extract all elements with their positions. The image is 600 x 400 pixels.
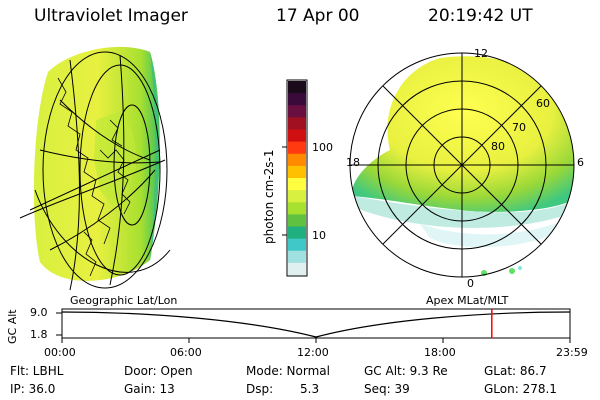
geographic-label: Geographic Lat/Lon <box>70 294 178 307</box>
time-tick-2359: 23:59 <box>556 346 588 359</box>
colorbar-swatch <box>288 202 306 215</box>
seq-info: Seq: 39 <box>364 382 410 396</box>
polar-image <box>349 52 575 278</box>
mlt-label-0: 0 <box>467 277 474 290</box>
time-tick-0600: 06:00 <box>170 346 202 359</box>
ip-info: IP: 36.0 <box>10 382 56 396</box>
glat-info: GLat: 86.7 <box>484 364 547 378</box>
colorbar-swatch <box>288 153 306 167</box>
mode-info: Mode: Normal <box>246 364 330 378</box>
colorbar-swatch <box>288 262 306 276</box>
lat-label-60: 60 <box>536 97 550 110</box>
altitude-ylabel: GC Alt <box>6 309 19 344</box>
colorbar-tick-100: 100 <box>312 141 333 154</box>
colorbar-unit-label: photon cm-2s-1 <box>262 149 276 245</box>
colorbar-swatch <box>288 190 306 203</box>
aurora-spot <box>518 266 522 270</box>
colorbar-swatch <box>288 226 306 240</box>
filter-info: Flt: LBHL <box>10 364 64 378</box>
mlt-label-18: 18 <box>346 156 360 169</box>
dsp-value: 5.3 <box>300 382 320 396</box>
colorbar-swatch <box>288 214 306 228</box>
glon-info: GLon: 278.1 <box>484 382 557 396</box>
observation-time: 20:19:42 UT <box>428 6 533 26</box>
time-tick-0000: 00:00 <box>44 346 76 359</box>
altitude-ytick-1-8: 1.8 <box>30 328 48 341</box>
dsp-label: Dsp: <box>246 382 274 396</box>
colorbar-swatch <box>288 250 306 264</box>
door-info: Door: Open <box>124 364 193 378</box>
lat-label-70: 70 <box>512 121 526 134</box>
colorbar-swatch <box>288 129 306 143</box>
colorbar-tick-10: 10 <box>312 229 326 242</box>
colorbar-swatch <box>288 178 306 191</box>
aurora-spot <box>509 268 515 274</box>
geographic-image <box>19 46 171 291</box>
colorbar-swatch <box>288 105 306 118</box>
colorbar-swatch <box>288 165 306 179</box>
altitude-ytick-9: 9.0 <box>30 306 48 319</box>
time-tick-1200: 12:00 <box>297 346 329 359</box>
mlt-label-6: 6 <box>577 156 584 169</box>
gc-alt-info: GC Alt: 9.3 Re <box>364 364 448 378</box>
time-tick-1800: 18:00 <box>424 346 456 359</box>
colorbar-swatch <box>288 117 306 131</box>
colorbar-swatch <box>288 238 306 252</box>
lat-label-80: 80 <box>491 140 505 153</box>
altitude-curve <box>61 311 571 338</box>
colorbar <box>282 79 308 277</box>
gain-info: Gain: 13 <box>124 382 175 396</box>
instrument-title: Ultraviolet Imager <box>34 6 188 26</box>
colorbar-swatch <box>288 81 306 94</box>
colorbar-swatch <box>288 93 306 106</box>
altitude-chart <box>56 308 571 343</box>
mlt-label-12: 12 <box>474 47 488 60</box>
observation-date: 17 Apr 00 <box>276 6 360 26</box>
apex-label: Apex MLat/MLT <box>426 294 509 307</box>
colorbar-swatch <box>288 141 306 155</box>
